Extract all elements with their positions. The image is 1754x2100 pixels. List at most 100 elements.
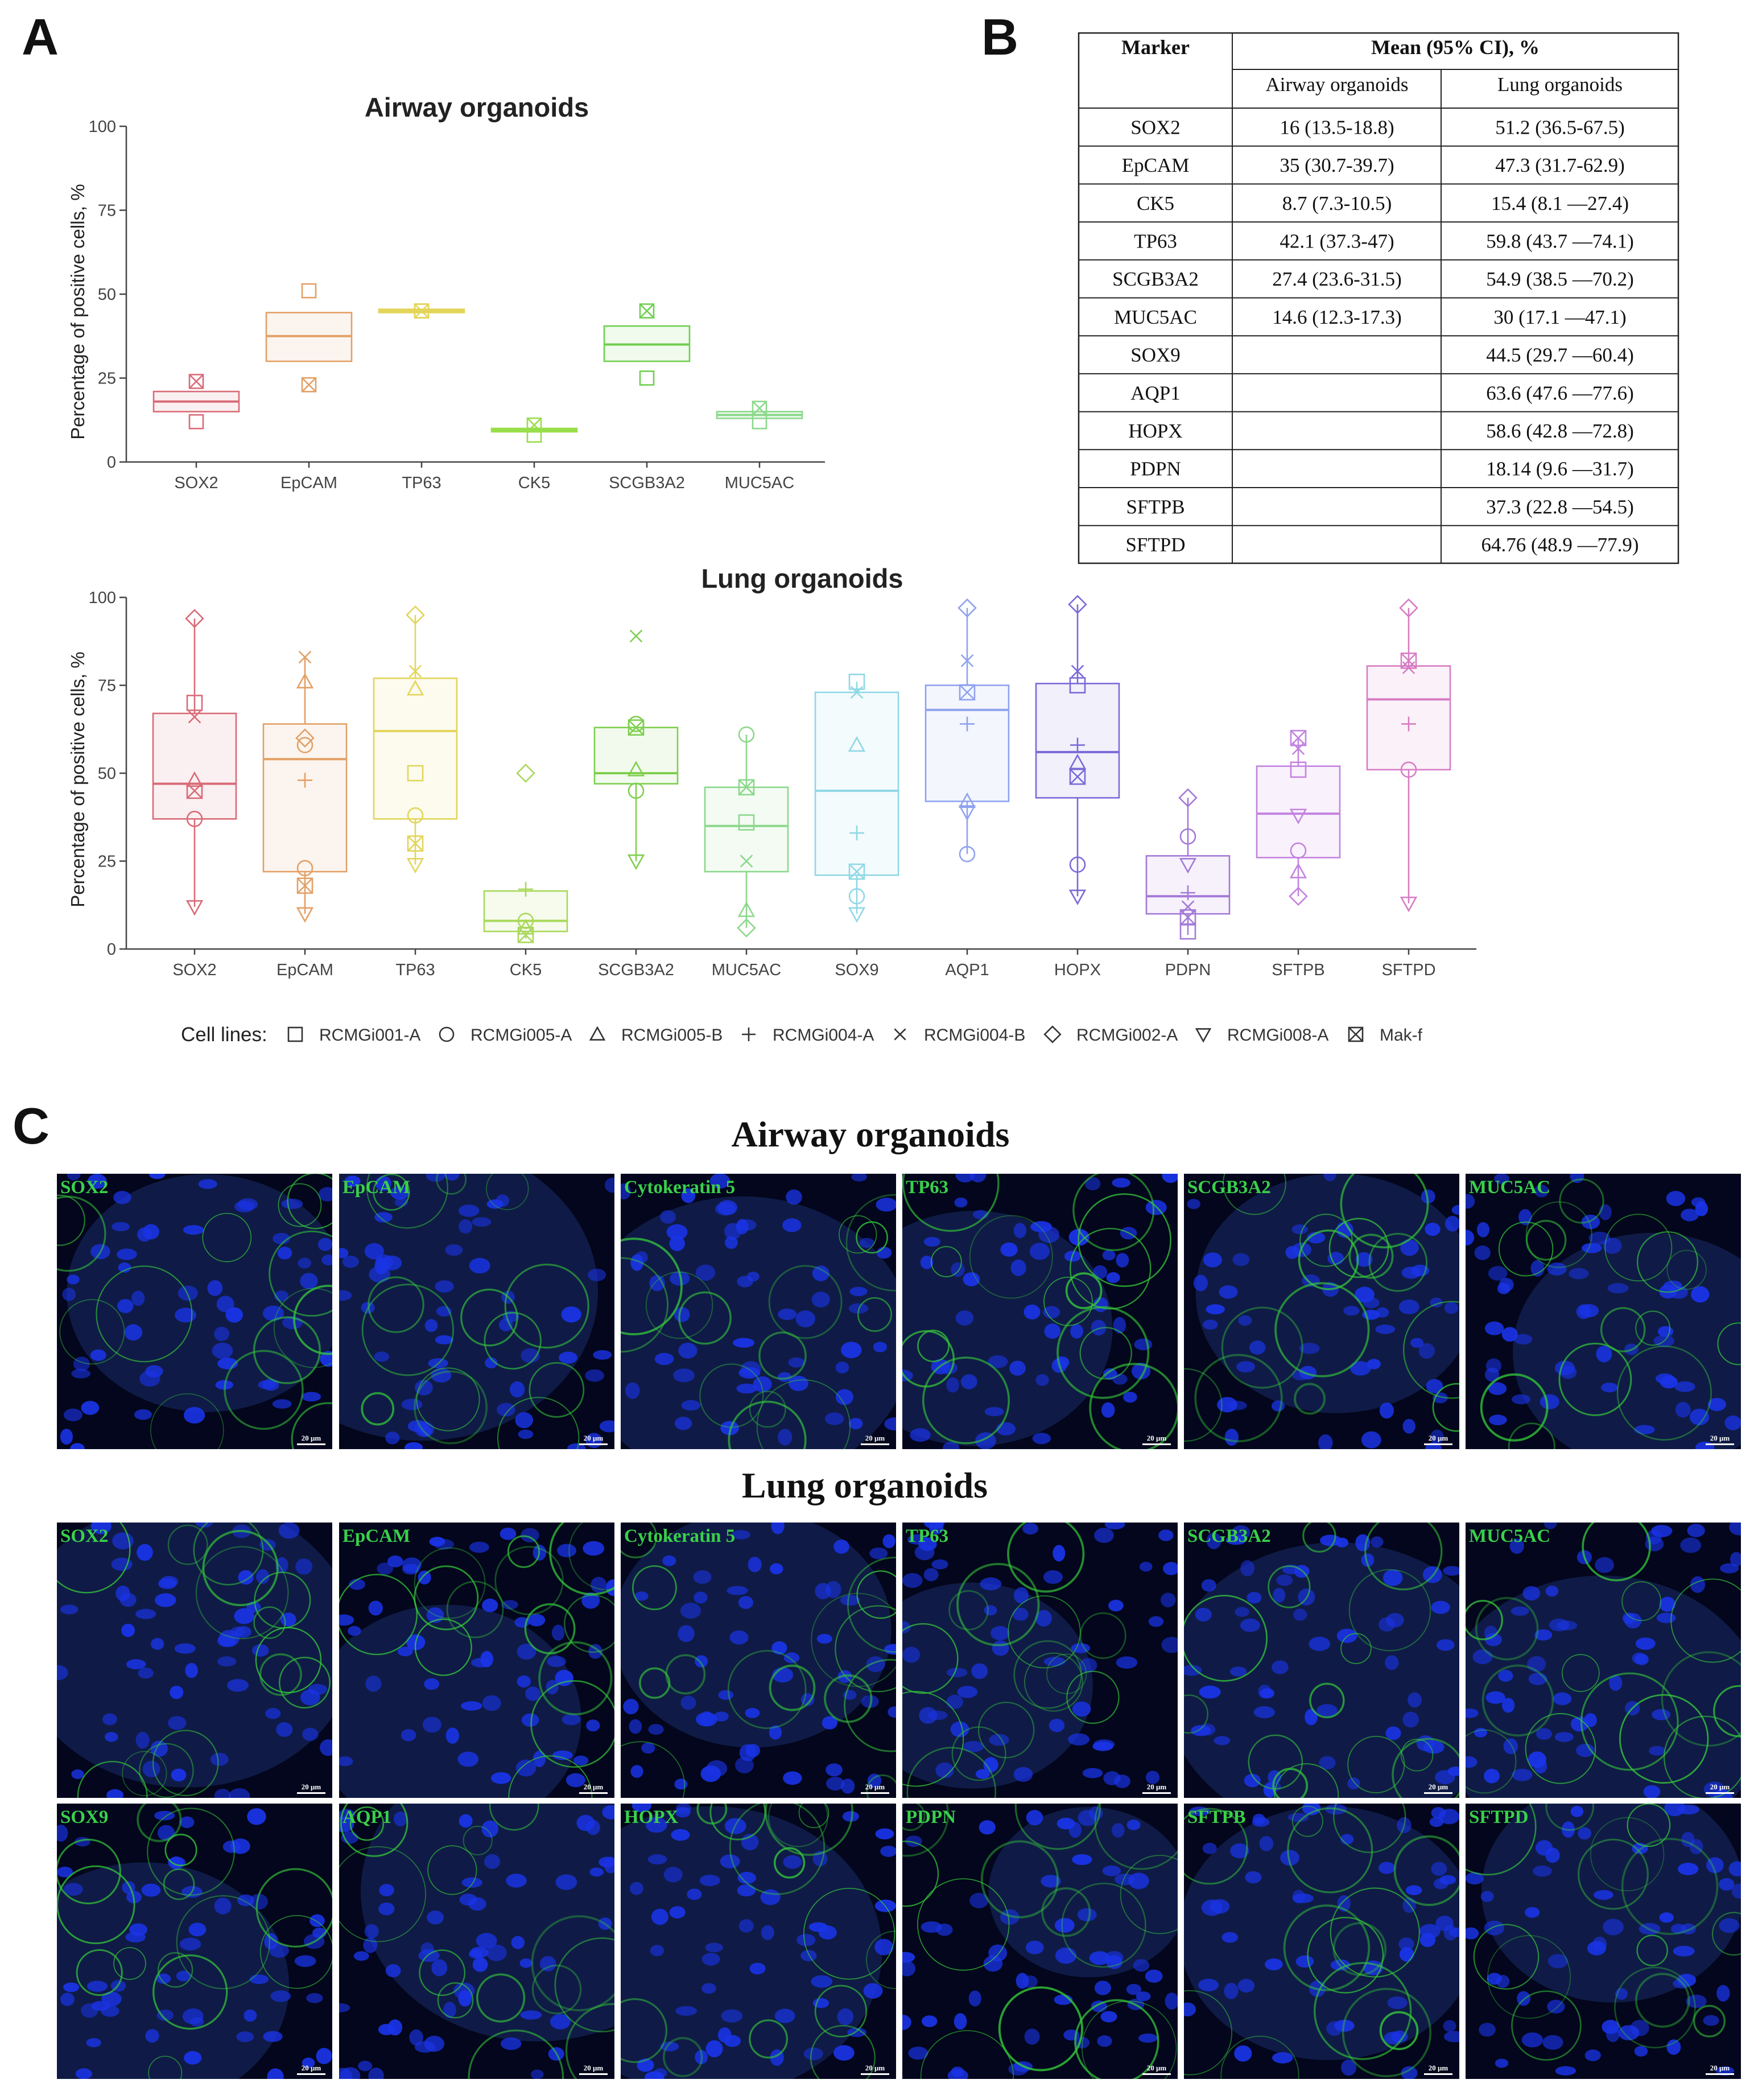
box-ck5 (490, 417, 578, 443)
nuclei (1187, 1174, 1459, 1449)
scale-bar-label: 20 μm (1147, 1783, 1167, 1791)
legend-symbol-xsquare (1348, 1026, 1364, 1042)
data-point-square (526, 427, 542, 443)
nuclei (1466, 1804, 1741, 2076)
micrograph-epcam: EpCAM 20 μm (339, 1523, 614, 1798)
scale-bar: 20 μm (1424, 1434, 1452, 1445)
box-iqr (152, 712, 237, 820)
legend-item-label: RCMGi001-A (319, 1026, 420, 1045)
micrograph-tp63: TP63 20 μm (902, 1523, 1178, 1798)
data-point-plus (518, 881, 533, 897)
scale-bar: 20 μm (1424, 1783, 1452, 1794)
data-point-triangle (737, 901, 756, 917)
nuclei (629, 1804, 896, 2079)
data-point-tridown (1068, 889, 1087, 905)
data-point-circle (407, 807, 424, 824)
scale-bar: 20 μm (579, 2064, 608, 2075)
data-point-square (738, 814, 755, 831)
nuclei (902, 1174, 1178, 1449)
legend-item-label: Mak-f (1380, 1026, 1423, 1045)
membrane-signal (57, 1174, 332, 1449)
legend-symbol-circle (439, 1026, 455, 1042)
nuclei (621, 1174, 896, 1446)
data-point-x (188, 710, 201, 724)
panel-letter-c: C (13, 1098, 49, 1155)
box-hopx (1035, 595, 1120, 905)
data-point-diamond (958, 598, 977, 618)
data-point-diamond (516, 764, 535, 783)
scale-bar-label: 20 μm (1429, 2064, 1448, 2072)
scale-bar-label: 20 μm (865, 1783, 885, 1791)
table-cell-airway: 14.6 (12.3-17.3) (1272, 306, 1401, 328)
box-aqp1 (925, 598, 1010, 863)
scale-bar: 20 μm (297, 1783, 325, 1794)
data-point-circle (628, 716, 645, 732)
micrograph-pdpn: PDPN 20 μm (902, 1804, 1178, 2079)
data-point-triangle (185, 771, 204, 787)
nuclei (57, 1808, 332, 2079)
data-point-x (1071, 665, 1084, 678)
lung-y-axis-label: Percentage of positive cells, % (67, 651, 88, 907)
data-point-x (960, 654, 974, 667)
data-point-circle (1290, 842, 1307, 859)
membrane-signal (902, 1523, 1126, 1798)
micrograph-label: SCGB3A2 (1187, 1177, 1271, 1198)
data-point-triangle (296, 673, 314, 689)
box-tp63 (378, 303, 465, 319)
scale-bar: 20 μm (861, 1434, 889, 1445)
data-point-xsquare (738, 779, 755, 796)
data-point-x (850, 686, 864, 699)
lung-chart-title: Lung organoids (701, 563, 903, 593)
table-cell-marker: TP63 (1134, 230, 1177, 252)
data-point-square (1290, 761, 1307, 778)
data-point-square (301, 283, 317, 299)
box-scgb3a2 (593, 629, 679, 870)
data-point-plus (849, 826, 864, 841)
table-cell-lung: 59.8 (43.7 —74.1) (1486, 230, 1634, 252)
legend-item: RCMGi001-A (287, 1026, 420, 1045)
scale-bar-label: 20 μm (1147, 2064, 1167, 2072)
membrane-signal (902, 1804, 1178, 2079)
data-point-x (1291, 742, 1305, 756)
micrograph-sftpd: SFTPD 20 μm (1466, 1804, 1741, 2079)
micrograph-tp63: TP63 20 μm (902, 1174, 1178, 1449)
box-iqr (1145, 855, 1231, 915)
tissue-region (361, 1804, 614, 2042)
table-row: PDPN 18.14 (9.6 —31.7) (1079, 458, 1678, 488)
legend-item: RCMGi002-A (1043, 1025, 1178, 1045)
x-tick-label: MUC5AC (725, 474, 794, 492)
box-iqr (814, 691, 899, 876)
scale-bar: 20 μm (861, 1783, 889, 1794)
table-cell-marker: EpCAM (1122, 154, 1190, 176)
data-point-x (1402, 661, 1415, 674)
micrograph-label: MUC5AC (1469, 1526, 1550, 1546)
micrograph-scgb3a2: SCGB3A2 20 μm (1184, 1523, 1459, 1798)
table-row: TP63 42.1 (37.3-47) 59.8 (43.7 —74.1) (1079, 230, 1678, 261)
data-point-plus (1070, 737, 1085, 753)
table-cell-marker: SFTPD (1125, 534, 1185, 556)
y-tick-label: 100 (89, 118, 116, 136)
nuclei (902, 1523, 1178, 1788)
data-point-xsquare (414, 303, 430, 319)
box-sox2 (152, 374, 240, 430)
data-point-tridown (1400, 896, 1418, 913)
micrograph-sox2: SOX2 20 μm (57, 1523, 332, 1798)
data-point-diamond (1289, 886, 1308, 906)
micrograph-label: SOX9 (60, 1807, 108, 1827)
micrograph-aqp1: AQP1 20 μm (339, 1804, 614, 2079)
tissue-region (339, 1174, 598, 1441)
micrograph-label: SOX2 (60, 1526, 108, 1546)
legend-symbol-diamond (1043, 1025, 1062, 1043)
micrograph-label: SOX2 (60, 1177, 108, 1198)
x-tick-label: SFTPB (1272, 961, 1324, 979)
scale-bar-label: 20 μm (1429, 1434, 1448, 1442)
legend-item-label: RCMGi004-A (773, 1026, 874, 1045)
x-tick-label: TP63 (402, 474, 441, 492)
data-point-diamond (1178, 788, 1198, 808)
marker-table: Marker Mean (95% CI), % Airway organoids… (1078, 32, 1679, 564)
membrane-signal (339, 1523, 614, 1798)
legend-item: Mak-f (1348, 1026, 1423, 1045)
membrane-signal (1184, 1174, 1459, 1443)
membrane-signal (1466, 1804, 1741, 2061)
